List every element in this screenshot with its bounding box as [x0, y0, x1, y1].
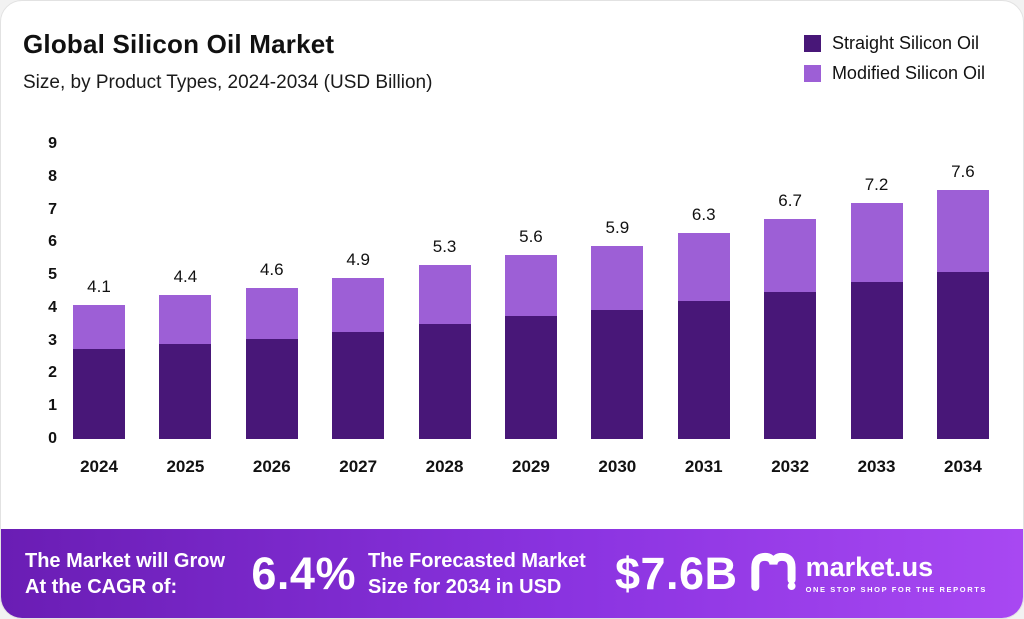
bar-2027: 4.9	[332, 250, 385, 439]
forecast-value: $7.6B	[614, 547, 738, 599]
bar-value-label: 4.1	[87, 276, 111, 296]
plot-area: 4.1 4.4 4.6 4.9 5.3 5.6 5.9 6.3 6.7 7.2 7.6 2024 20…	[73, 144, 989, 477]
brand-text: market.us ONE STOP SHOP FOR THE REPORTS	[805, 551, 987, 594]
legend-item-straight-silicon-oil: Straight Silicon Oil	[803, 33, 985, 54]
x-tick-label: 2025	[166, 457, 205, 476]
bar-segment-straight	[418, 324, 471, 439]
page-subtitle: Size, by Product Types, 2024-2034 (USD B…	[23, 72, 433, 93]
bar-segment-modified	[418, 265, 471, 325]
bar-value-label: 4.9	[346, 250, 370, 270]
bar-segment-straight	[850, 281, 903, 439]
bar-segment-modified	[159, 294, 212, 344]
brand-tagline: ONE STOP SHOP FOR THE REPORTS	[805, 584, 987, 594]
x-tick-label: 2027	[339, 457, 378, 476]
x-tick-label: 2029	[512, 457, 550, 476]
bar-2025: 4.4	[159, 266, 212, 439]
legend-item-modified-silicon-oil: Modified Silicon Oil	[803, 63, 985, 84]
legend-label: Straight Silicon Oil	[831, 33, 979, 53]
bar-2033: 7.2	[850, 175, 903, 439]
bar-2030: 5.9	[591, 217, 644, 439]
bar-value-label: 4.6	[259, 260, 284, 280]
bar-value-label: 6.7	[778, 191, 802, 211]
bar-2028: 5.3	[418, 237, 471, 439]
bar-value-label: 7.6	[951, 161, 975, 181]
x-tick-label: 2033	[857, 457, 896, 476]
y-tick-label: 4	[48, 298, 57, 316]
y-tick-label: 7	[48, 200, 57, 218]
x-tick-label: 2030	[598, 457, 637, 476]
x-tick-label: 2028	[425, 457, 464, 476]
title-block: Global Silicon Oil Market Size, by Produ…	[23, 29, 432, 94]
bar-segment-modified	[677, 232, 730, 302]
cagr-value: 6.4%	[251, 547, 356, 599]
y-tick-label: 1	[48, 397, 57, 415]
bar-value-label: 7.2	[864, 175, 889, 195]
x-tick-label: 2032	[771, 457, 810, 476]
bar-2032: 6.7	[764, 191, 817, 439]
x-labels: 2024 2025 2026 2027 2028 2029 2030 2031 2032 2033…	[73, 457, 989, 477]
bar-segment-straight	[936, 271, 989, 439]
bar-segment-straight	[245, 339, 298, 439]
bar-2034: 7.6	[936, 161, 989, 439]
y-tick-label: 3	[48, 331, 57, 349]
bar-segment-modified	[850, 203, 903, 282]
bar-segment-modified	[245, 288, 298, 340]
x-tick-label: 2034	[943, 457, 982, 476]
y-tick-label: 5	[48, 266, 57, 284]
bar-segment-straight	[504, 316, 557, 439]
brand: market.us ONE STOP SHOP FOR THE REPORTS	[750, 551, 987, 596]
page-title: Global Silicon Oil Market	[23, 29, 335, 59]
bar-2031: 6.3	[677, 204, 730, 439]
brand-name: market.us	[805, 551, 934, 582]
x-tick-label: 2031	[684, 457, 723, 476]
bar-2024: 4.1	[73, 277, 125, 439]
bar-2029: 5.6	[504, 227, 557, 439]
legend-swatch-icon	[803, 65, 821, 82]
bar-segment-modified	[332, 278, 385, 333]
forecast-label: The Forecasted Market Size for 2034 in U…	[367, 549, 586, 598]
y-axis: 0 1 2 3 4 5 6 7 8 9	[29, 135, 73, 447]
legend-swatch-icon	[803, 35, 821, 52]
bar-2026: 4.6	[245, 260, 298, 439]
header: Global Silicon Oil Market Size, by Produ…	[1, 1, 1023, 94]
bar-value-label: 5.3	[432, 237, 457, 257]
chart-area: 0 1 2 3 4 5 6 7 8 9 4.1 4.4 4.6 4.9 5.3 5.6 5.9 6.3 6.7 7.…	[1, 135, 1023, 477]
y-tick-label: 8	[48, 167, 57, 185]
bar-segment-straight	[332, 332, 385, 439]
bar-value-label: 5.9	[605, 217, 630, 237]
bar-segment-straight	[73, 348, 125, 439]
bar-segment-straight	[677, 301, 730, 439]
x-tick-label: 2024	[80, 457, 118, 476]
bar-segment-straight	[764, 291, 817, 439]
bar-value-label: 4.4	[173, 266, 198, 286]
y-tick-label: 6	[48, 233, 57, 251]
bar-segment-modified	[504, 255, 557, 317]
bar-segment-modified	[764, 219, 817, 292]
cagr-label: The Market will Grow At the CAGR of:	[25, 549, 226, 598]
legend: Straight Silicon Oil Modified Silicon Oil	[803, 33, 985, 84]
y-tick-label: 9	[48, 135, 57, 152]
footer-banner: The Market will Grow At the CAGR of: 6.4…	[1, 529, 1023, 618]
bar-value-label: 5.6	[519, 227, 543, 247]
legend-label: Modified Silicon Oil	[831, 63, 985, 83]
y-tick-label: 0	[48, 430, 57, 447]
bar-segment-straight	[159, 343, 212, 439]
bar-segment-modified	[936, 189, 989, 272]
bar-segment-straight	[591, 309, 644, 439]
market-us-logo-icon	[750, 551, 796, 596]
bar-value-label: 6.3	[691, 204, 716, 224]
bars: 4.1 4.4 4.6 4.9 5.3 5.6 5.9 6.3 6.7 7.2 7.6	[73, 144, 989, 439]
bar-segment-modified	[73, 304, 125, 349]
y-tick-label: 2	[48, 364, 57, 382]
x-tick-label: 2026	[252, 457, 291, 476]
bar-segment-modified	[591, 245, 644, 310]
